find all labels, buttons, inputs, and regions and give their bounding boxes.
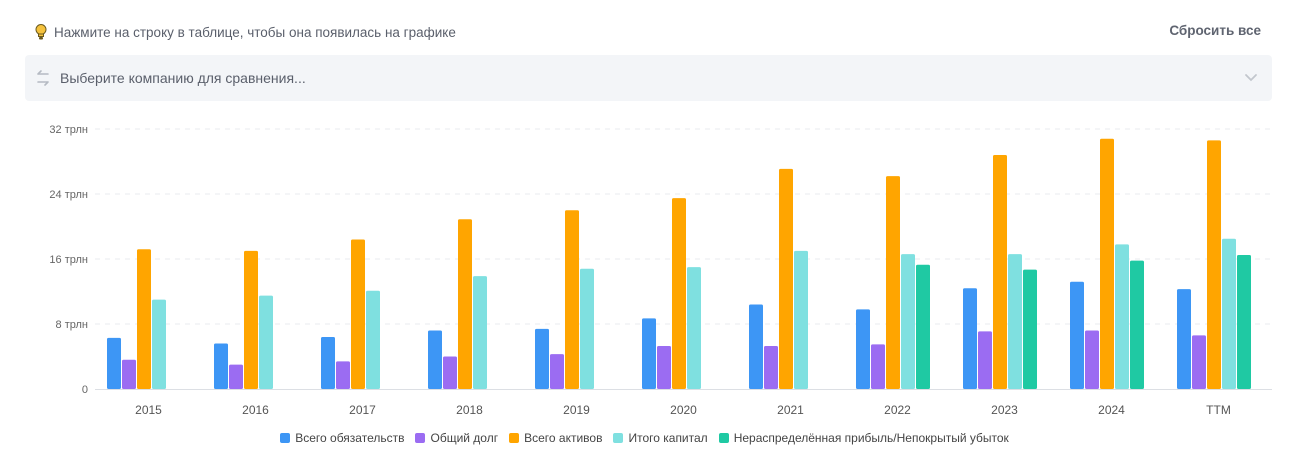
- legend-label: Нераспределённая прибыль/Непокрытый убыт…: [733, 431, 1009, 445]
- bar: [1130, 260, 1144, 389]
- bar: [1237, 254, 1251, 389]
- bar: [366, 290, 380, 389]
- bar: [152, 299, 166, 389]
- bar: [443, 356, 457, 389]
- y-tick-label: 24 трлн: [49, 189, 88, 201]
- legend-swatch: [509, 433, 520, 443]
- legend-label: Общий долг: [430, 431, 499, 445]
- x-tick-label: 2022: [884, 403, 911, 417]
- bar: [901, 254, 915, 389]
- bar: [229, 364, 243, 389]
- chart-legend: Всего обязательств Общий долг Всего активо…: [0, 431, 1289, 445]
- compare-company-select[interactable]: Выберите компанию для сравнения...: [25, 55, 1272, 101]
- bar: [122, 359, 136, 389]
- legend-item[interactable]: Всего обязательств: [280, 431, 404, 445]
- bar: [978, 331, 992, 389]
- bar: [321, 337, 335, 389]
- legend-swatch: [415, 433, 426, 443]
- bar: [565, 210, 579, 389]
- bar: [856, 309, 870, 389]
- bar: [336, 361, 350, 389]
- x-tick-label: 2015: [135, 403, 162, 417]
- legend-label: Итого капитал: [628, 431, 708, 445]
- x-tick-label: 2020: [670, 403, 697, 417]
- bar: [1177, 289, 1191, 389]
- legend-item[interactable]: Итого капитал: [613, 431, 708, 445]
- hint-row: Нажмите на строку в таблице, чтобы она п…: [34, 22, 456, 42]
- bar: [672, 198, 686, 389]
- bar: [916, 264, 930, 389]
- bar: [794, 250, 808, 389]
- x-tick-label: 2019: [563, 403, 590, 417]
- bar: [642, 318, 656, 389]
- x-tick-label: 2017: [349, 403, 376, 417]
- bar: [687, 267, 701, 389]
- bar: [1192, 335, 1206, 389]
- y-tick-label: 0: [82, 384, 88, 396]
- reset-all-button[interactable]: Сбросить все: [1169, 23, 1261, 38]
- legend-label: Всего активов: [524, 431, 603, 445]
- legend-item[interactable]: Всего активов: [509, 431, 602, 445]
- y-tick-label: 8 трлн: [56, 319, 88, 331]
- legend-item[interactable]: Общий долг: [415, 431, 498, 445]
- bar: [458, 219, 472, 389]
- bar: [535, 328, 549, 389]
- bar: [580, 268, 594, 389]
- bar: [963, 288, 977, 389]
- bar: [259, 295, 273, 389]
- bar: [764, 345, 778, 389]
- swap-arrows-icon: [37, 70, 49, 86]
- bar: [244, 250, 258, 389]
- x-tick-label: 2016: [242, 403, 269, 417]
- bar: [657, 345, 671, 389]
- x-tick-label: 2023: [991, 403, 1018, 417]
- legend-swatch: [718, 433, 729, 443]
- bar: [137, 249, 151, 389]
- bar: [1070, 281, 1084, 389]
- legend-swatch: [613, 433, 624, 443]
- bar: [107, 337, 121, 389]
- bar: [1115, 244, 1129, 389]
- bar: [1008, 254, 1022, 389]
- bar: [749, 304, 763, 389]
- y-tick-label: 16 трлн: [49, 254, 88, 266]
- bar: [1207, 140, 1221, 389]
- bar: [428, 330, 442, 389]
- bar: [1023, 269, 1037, 389]
- bar: [1085, 330, 1099, 389]
- bar: [871, 344, 885, 389]
- hint-text: Нажмите на строку в таблице, чтобы она п…: [54, 24, 456, 40]
- bar: [550, 354, 564, 389]
- bar: [214, 343, 228, 389]
- x-tick-label: 2024: [1098, 403, 1125, 417]
- balance-sheet-chart: 0 8 трлн 16 трлн 24 трлн 32 трлн 2015 2016 2017…: [49, 124, 1272, 417]
- bar: [779, 168, 793, 389]
- x-tick-label: 2021: [777, 403, 804, 417]
- bar: [886, 176, 900, 389]
- bar: [1100, 138, 1114, 389]
- legend-label: Всего обязательств: [295, 431, 405, 445]
- bar: [351, 239, 365, 389]
- x-tick-label: 2018: [456, 403, 483, 417]
- chevron-down-icon[interactable]: [1244, 73, 1258, 83]
- bar: [1222, 238, 1236, 389]
- compare-placeholder: Выберите компанию для сравнения...: [60, 70, 306, 86]
- x-tick-label: TTM: [1206, 403, 1231, 417]
- bar: [993, 155, 1007, 389]
- bar: [473, 276, 487, 389]
- legend-swatch: [280, 433, 291, 443]
- lightbulb-icon: [35, 24, 47, 40]
- y-tick-label: 32 трлн: [49, 124, 88, 136]
- legend-item[interactable]: Нераспределённая прибыль/Непокрытый убыт…: [718, 431, 1009, 445]
